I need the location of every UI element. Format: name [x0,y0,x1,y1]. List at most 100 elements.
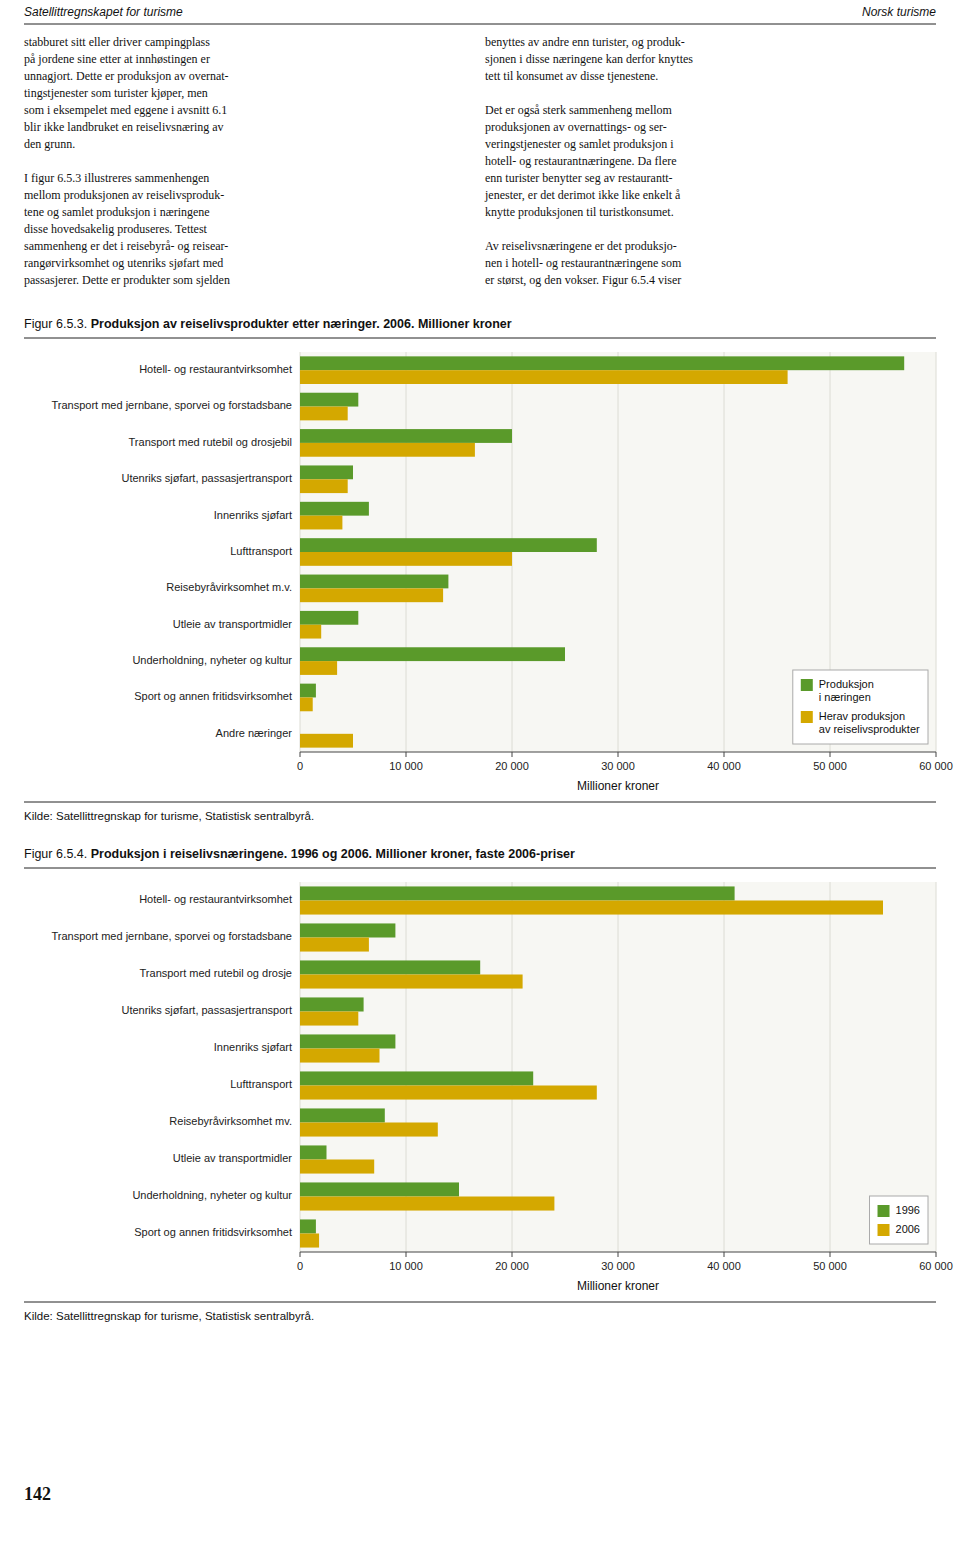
bar [300,370,788,384]
chart-title: Figur 6.5.3. Produksjon av reiselivsprod… [24,317,512,331]
text-line: av reiselivsprodukter [819,723,920,735]
tick-mark [830,752,831,757]
bar [300,1086,597,1100]
tick-label: 60 000 [919,1260,953,1272]
text-line: knytte produksjonen til turistkonsumet. [485,205,674,219]
legend-swatch [801,711,813,723]
tick-label: 10 000 [389,760,423,772]
tick-label: 0 [297,760,303,772]
bar [300,1034,395,1048]
text-line: som i eksempelet med eggene i avsnitt 6.… [24,103,227,117]
bar [300,975,523,989]
legend-swatch [878,1224,890,1236]
title-prefix: Figur 6.5.3. [24,317,91,331]
category-label: Utleie av transportmidler [173,618,293,630]
text-line: passasjerer. Dette er produkter som sjel… [24,273,230,287]
text-line: sammenheng er det i reisebyrå- og reisea… [24,239,228,253]
legend-label: 1996 [896,1204,920,1216]
tick-label: 30 000 [601,1260,635,1272]
tick-mark [300,752,301,757]
legend-swatch [801,679,813,691]
grid-line [618,882,619,1252]
category-label: Transport med jernbane, sporvei og forst… [51,930,292,942]
category-label: Utleie av transportmidler [173,1152,293,1164]
plot-background [300,882,936,1252]
bar [300,407,348,421]
text-line: unnagjort. Dette er produksjon av overna… [24,69,229,83]
tick-mark [936,752,937,757]
tick-mark [618,1252,619,1257]
tick-label: 60 000 [919,760,953,772]
legend-frame [870,1196,928,1244]
legend: 1996 2006 [870,1196,928,1244]
grid-line [830,882,831,1252]
text-line: jenester, er det derimot ikke like enkel… [484,188,681,202]
bar [300,997,364,1011]
bar [300,575,448,589]
bar [300,1219,316,1233]
tick-mark [406,1252,407,1257]
bar [300,552,512,566]
text-line: i næringen [819,691,871,703]
category-label: Utenriks sjøfart, passasjertransport [121,1004,292,1016]
text-line: enn turister benytter seg av restaurantt… [485,171,673,185]
bar [300,516,342,530]
text-line: veringstjenester og samlet produksjon i [485,137,674,151]
bar [300,393,358,407]
grid-line [936,882,937,1252]
text-line: Herav produksjon [819,710,905,722]
text-line: 2006 [896,1223,920,1235]
text-line: sjonen i disse næringene kan derfor knyt… [485,52,693,66]
bar [300,697,313,711]
title-main: Produksjon i reiselivsnæringene. 1996 og… [91,847,575,861]
tick-mark [830,1252,831,1257]
bar [300,1071,533,1085]
text-line: nen i hotell- og restaurantnæringene som [485,256,682,270]
category-label: Andre næringer [216,727,293,739]
tick-label: 50 000 [813,760,847,772]
bar [300,647,565,661]
text-line: benyttes av andre enn turister, og produ… [485,35,685,49]
bar [300,465,353,479]
category-label: Lufttransport [230,1078,292,1090]
text-line: Av reiselivsnæringene er det produksjo- [485,239,677,253]
bar [300,684,316,698]
tick-label: 0 [297,1260,303,1272]
category-label: Utenriks sjøfart, passasjertransport [121,472,292,484]
tick-mark [406,752,407,757]
tick-label: 20 000 [495,760,529,772]
text-line: blir ikke landbruket en reiselivsnæring … [24,120,224,134]
bar [300,886,735,900]
body-text: stabburet sitt eller driver campingplass… [24,35,230,287]
rule [24,868,936,869]
axis-label: Millioner kroner [577,779,659,793]
category-label: Reisebyråvirksomhet mv. [169,1115,292,1127]
bar [300,429,512,443]
rule [24,338,936,339]
bar [300,720,301,734]
tick-mark [512,752,513,757]
bar [300,960,480,974]
bar [300,1234,319,1248]
text-line: rangørvirksomhet og utenriks sjøfart med [24,256,223,270]
text-line: Det er også sterk sammenheng mellom [485,103,673,117]
tick-mark [300,1252,301,1257]
grid-line [936,352,937,752]
text-line: hotell- og restaurantnæringene. Da flere [485,154,677,168]
legend-label: 2006 [896,1223,920,1235]
category-label: Innenriks sjøfart [214,1041,292,1053]
legend-label: Herav produksjonav reiselivsprodukter [819,710,920,735]
title-prefix: Figur 6.5.4. [24,847,91,861]
text-line: stabburet sitt eller driver campingplass [24,35,210,49]
bar [300,625,321,639]
rule [24,802,936,803]
bars [300,886,883,1247]
category-label: Lufttransport [230,545,292,557]
bar [300,1182,459,1196]
title-main: Produksjon av reiselivsprodukter etter n… [91,317,512,331]
category-label: Sport og annen fritidsvirksomhet [134,690,292,702]
bar [300,1108,385,1122]
chart: Figur 6.5.3. Produksjon av reiselivsprod… [24,317,953,822]
body-text: benyttes av andre enn turister, og produ… [484,35,693,287]
bar [300,734,353,748]
